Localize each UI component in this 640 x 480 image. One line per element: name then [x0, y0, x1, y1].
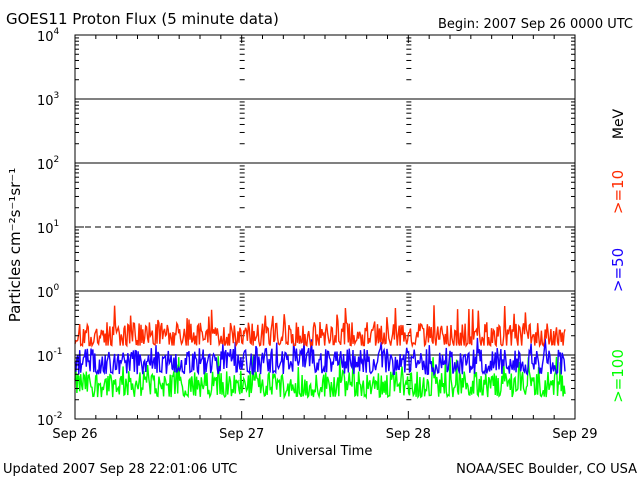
y-axis-label: Particles cm⁻²s⁻¹sr⁻¹	[6, 168, 24, 322]
x-axis-ticks: Sep 26 Sep 27 Sep 28 Sep 29	[52, 35, 598, 442]
legend: >=10 >=50 >=100	[609, 170, 627, 403]
y-axis-ticks: 10-2 10-1 100 101 102 103 104	[37, 27, 575, 429]
unit-label-mev: MeV	[611, 108, 627, 139]
y-tick-label: 10-1	[37, 347, 63, 365]
y-tick-label: 101	[37, 219, 59, 237]
series-layer	[74, 305, 566, 400]
chart-title: GOES11 Proton Flux (5 minute data)	[6, 10, 279, 28]
y-tick-label: 102	[37, 155, 59, 173]
x-tick-label: Sep 27	[219, 427, 264, 442]
x-tick-label: Sep 28	[386, 427, 431, 442]
updated-timestamp: Updated 2007 Sep 28 22:01:06 UTC	[3, 462, 237, 477]
legend-entry: >=50	[609, 248, 627, 292]
series-line	[74, 337, 566, 377]
x-tick-label: Sep 29	[552, 427, 597, 442]
credit-label: NOAA/SEC Boulder, CO USA	[456, 462, 637, 477]
y-tick-label: 100	[37, 283, 60, 301]
series-line	[74, 305, 566, 349]
series-line	[74, 356, 566, 400]
legend-entry: >=10	[609, 170, 627, 214]
y-tick-label: 104	[37, 27, 60, 45]
x-axis-label: Universal Time	[276, 444, 373, 459]
begin-time-label: Begin: 2007 Sep 26 0000 UTC	[438, 17, 633, 32]
y-tick-label: 103	[37, 91, 59, 109]
y-tick-label: 10-2	[37, 411, 63, 429]
x-tick-label: Sep 26	[52, 427, 97, 442]
legend-entry: >=100	[609, 349, 627, 403]
